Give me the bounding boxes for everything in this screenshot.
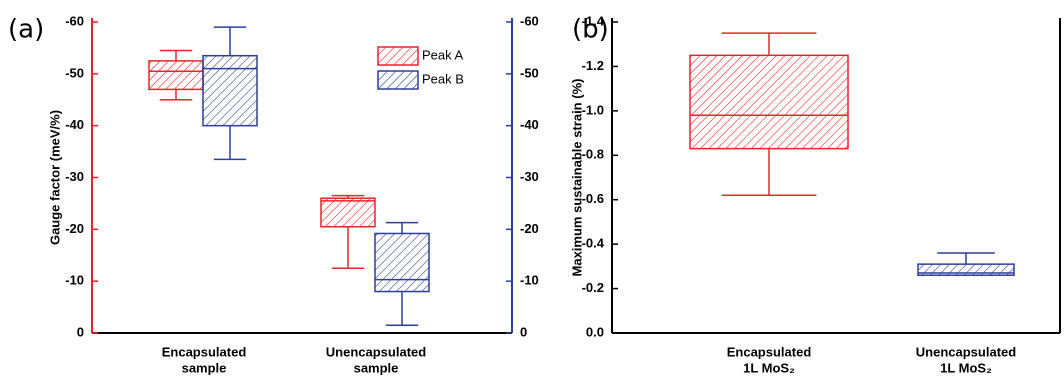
y2-tick-label: 0 [520,324,527,339]
legend-swatch [377,70,419,90]
box [148,60,204,91]
legend-swatch [377,46,419,66]
y-tick-label: -1.4 [582,13,605,28]
x-tick-label: 1L MoS₂ [940,360,992,375]
y2-tick-label: -50 [520,65,539,80]
legend-label: Peak A [422,47,464,62]
y-tick-label: -40 [65,117,84,132]
x-tick-label: sample [182,360,227,375]
box [689,54,849,150]
y-tick-label: -60 [65,13,84,28]
box [917,263,1015,276]
y-tick-label: -0.8 [582,147,604,162]
y-tick-label: -1.0 [582,102,604,117]
y-tick-label: -30 [65,169,84,184]
y2-tick-label: -40 [520,117,539,132]
y-tick-label: -0.4 [582,236,605,251]
y-tick-label: -10 [65,273,84,288]
y-tick-label: 0 [77,324,84,339]
x-tick-label: 1L MoS₂ [743,360,795,375]
y2-tick-label: -30 [520,169,539,184]
x-tick-label: Encapsulated [162,344,247,359]
y2-tick-label: -60 [520,13,539,28]
y-axis-label: Maximum sustainable strain (%) [569,79,584,277]
x-tick-label: Encapsulated [727,344,812,359]
y-tick-label: -0.6 [582,191,604,206]
x-tick-label: Unencapsulated [326,344,426,359]
y-axis-label: Gauge factor (meV/%) [47,110,62,245]
y-tick-label: -1.2 [582,58,604,73]
panel-label: (a) [8,15,44,45]
x-tick-label: sample [354,360,399,375]
panel-label: (b) [572,15,609,45]
box [320,197,376,228]
legend-label: Peak B [422,71,464,86]
x-tick-label: Unencapsulated [916,344,1016,359]
y2-tick-label: -10 [520,273,539,288]
y-tick-label: 0.0 [586,324,604,339]
y-tick-label: -50 [65,65,84,80]
y-tick-label: -20 [65,221,84,236]
box [202,54,258,127]
y-tick-label: -0.2 [582,280,604,295]
box [374,232,430,293]
y2-tick-label: -20 [520,221,539,236]
